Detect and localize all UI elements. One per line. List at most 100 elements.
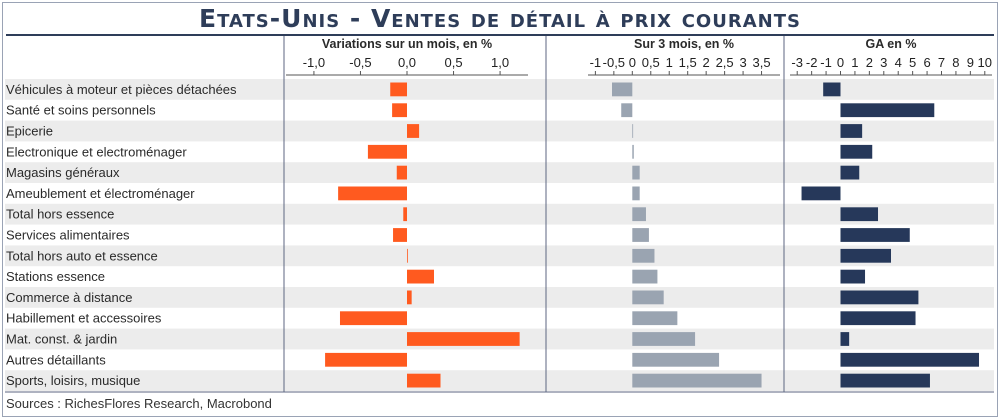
tick-label: -3 [791, 55, 803, 70]
tick-label: 3 [739, 55, 746, 70]
category-label: Véhicules à moteur et pièces détachées [6, 82, 237, 97]
row-band [5, 203, 994, 225]
bar [632, 290, 664, 305]
bar [407, 373, 441, 388]
source-note: Sources : RichesFlores Research, Macrobo… [6, 396, 272, 411]
chart-panels: Variations sur un mois, en % -1,0 -0,5 0,0 0… [286, 37, 992, 388]
panel-1: Variations sur un mois, en % -1,0 -0,5 0,0 0… [286, 37, 528, 388]
category-label: Magasins généraux [6, 165, 120, 180]
row-band [5, 120, 994, 142]
bar [390, 82, 407, 97]
bar [393, 228, 407, 242]
bar [338, 186, 407, 201]
bar [632, 207, 646, 222]
category-label: Ameublement et électroménager [6, 186, 195, 201]
tick-label: 1,5 [679, 55, 697, 70]
tick-label: 5 [909, 55, 916, 70]
bar [407, 269, 434, 284]
bar [840, 332, 850, 346]
bar [840, 207, 879, 222]
panel-title: Variations sur un mois, en % [322, 37, 492, 51]
bar [840, 352, 980, 367]
bar [339, 311, 407, 326]
bar [403, 207, 407, 222]
bar [840, 165, 860, 180]
tick-label: 9 [967, 55, 974, 70]
row-bands [5, 79, 994, 391]
bar [632, 332, 696, 346]
tick-label: -1 [590, 55, 602, 70]
row-band [5, 245, 994, 267]
category-label: Commerce à distance [6, 290, 132, 305]
tick-label: 0,5 [444, 55, 462, 70]
bar [325, 352, 407, 367]
category-label: Sports, loisirs, musique [6, 373, 140, 388]
category-label: Electronique et electroménager [6, 144, 187, 159]
tick-label: 0 [629, 55, 636, 70]
category-label: Total hors essence [6, 207, 114, 222]
bar [367, 144, 407, 159]
panel-2: Sur 3 mois, en % -1 -0,5 0 0,5 1 1,5 2 2,5 3 3,5 [588, 37, 780, 388]
tick-label: 1 [666, 55, 673, 70]
category-label: Santé et soins personnels [6, 103, 156, 118]
panel-title: GA en % [866, 37, 917, 51]
bar [632, 269, 658, 284]
row-band [5, 287, 994, 308]
bar [840, 373, 930, 388]
tick-label: 0,0 [398, 55, 416, 70]
bar [407, 124, 420, 138]
bar [407, 290, 412, 305]
tick-label: 7 [938, 55, 945, 70]
chart-title: Etats-Unis - Ventes de détail à prix cou… [199, 4, 801, 33]
row-band [5, 79, 994, 100]
tick-label: -2 [806, 55, 818, 70]
category-label: Services alimentaires [6, 228, 130, 243]
bar [632, 165, 640, 180]
category-label: Stations essence [6, 269, 105, 284]
panel-3: GA en % -3 -2 -1 0 1 2 3 4 5 6 7 8 9 10 [790, 37, 992, 388]
tick-label: 2 [703, 55, 710, 70]
category-labels: Véhicules à moteur et pièces détachées Sa… [6, 82, 237, 388]
title-rule [6, 34, 994, 36]
bar [632, 228, 649, 242]
bar [840, 144, 873, 159]
tick-label: 10 [978, 55, 992, 70]
tick-label: 3,5 [752, 55, 770, 70]
bar [632, 352, 720, 367]
category-label: Mat. const. & jardin [6, 332, 117, 347]
tick-label: -1,0 [303, 55, 325, 70]
bar [632, 186, 640, 201]
bar [621, 103, 633, 118]
bar [801, 186, 841, 201]
bar [840, 248, 891, 263]
tick-label: 0,5 [642, 55, 660, 70]
bar [632, 248, 655, 263]
tick-label: 2,5 [716, 55, 734, 70]
tick-label: -1 [820, 55, 832, 70]
bar [840, 103, 935, 118]
bar [407, 332, 520, 346]
tick-label: 1,0 [491, 55, 509, 70]
tick-label: 4 [895, 55, 902, 70]
tick-label: 2 [866, 55, 873, 70]
bar [840, 290, 919, 305]
panel-title: Sur 3 mois, en % [634, 37, 734, 51]
row-band [5, 162, 994, 183]
tick-label: 1 [851, 55, 858, 70]
bar [612, 82, 633, 97]
category-label: Autres détaillants [6, 352, 106, 367]
bar [823, 82, 841, 97]
bar [840, 124, 863, 138]
bar [632, 373, 762, 388]
tick-label: 0 [837, 55, 844, 70]
bar [632, 144, 634, 159]
tick-label: 3 [880, 55, 887, 70]
category-label: Epicerie [6, 124, 53, 139]
bar [407, 248, 408, 263]
bar [632, 311, 678, 326]
panel-separators [5, 36, 994, 393]
tick-label: 6 [923, 55, 930, 70]
tick-label: -0,5 [603, 55, 625, 70]
